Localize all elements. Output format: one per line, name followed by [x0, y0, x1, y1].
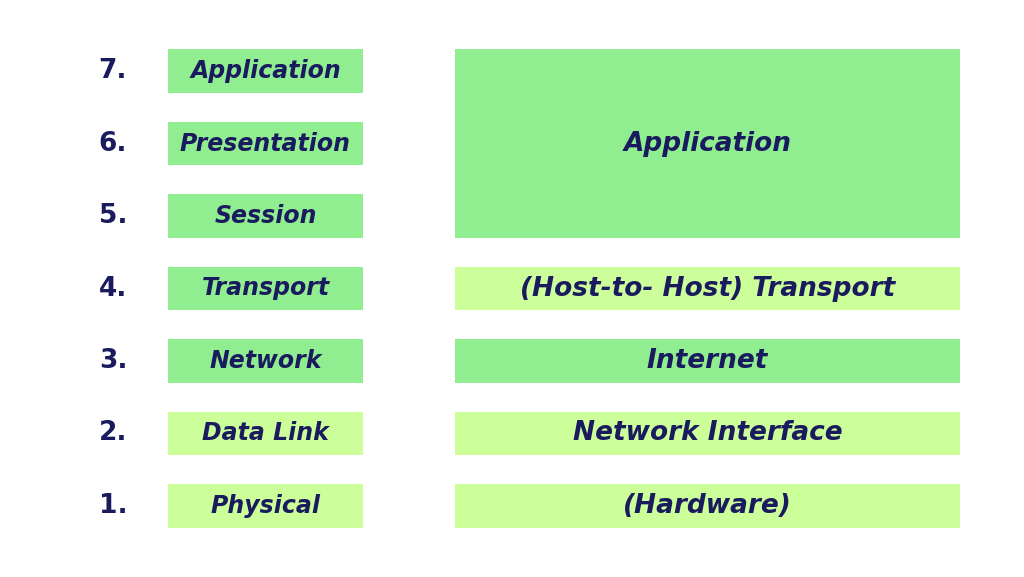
Text: 7.: 7.	[98, 58, 127, 84]
Text: 5.: 5.	[98, 203, 127, 229]
FancyBboxPatch shape	[168, 50, 362, 93]
FancyBboxPatch shape	[455, 339, 961, 383]
FancyBboxPatch shape	[455, 267, 961, 310]
Text: Data Link: Data Link	[202, 421, 329, 445]
Text: Presentation: Presentation	[180, 132, 351, 156]
FancyBboxPatch shape	[168, 411, 362, 455]
FancyBboxPatch shape	[168, 484, 362, 527]
Text: Session: Session	[214, 204, 316, 228]
Text: Physical: Physical	[211, 494, 321, 518]
FancyBboxPatch shape	[168, 194, 362, 238]
Text: Application: Application	[190, 59, 341, 83]
Text: Internet: Internet	[647, 348, 768, 374]
FancyBboxPatch shape	[455, 484, 961, 527]
FancyBboxPatch shape	[455, 50, 961, 238]
Text: 1.: 1.	[98, 493, 127, 519]
Text: 2.: 2.	[98, 421, 127, 447]
Text: Network Interface: Network Interface	[572, 421, 843, 447]
FancyBboxPatch shape	[168, 267, 362, 310]
Text: (Hardware): (Hardware)	[624, 493, 792, 519]
Text: Network: Network	[209, 349, 322, 373]
Text: Transport: Transport	[202, 276, 330, 301]
Text: 3.: 3.	[98, 348, 127, 374]
Text: 4.: 4.	[98, 275, 127, 302]
Text: 6.: 6.	[98, 130, 127, 156]
FancyBboxPatch shape	[455, 411, 961, 455]
Text: (Host-to- Host) Transport: (Host-to- Host) Transport	[520, 275, 895, 302]
FancyBboxPatch shape	[168, 339, 362, 383]
Text: Application: Application	[624, 130, 792, 156]
FancyBboxPatch shape	[168, 122, 362, 166]
